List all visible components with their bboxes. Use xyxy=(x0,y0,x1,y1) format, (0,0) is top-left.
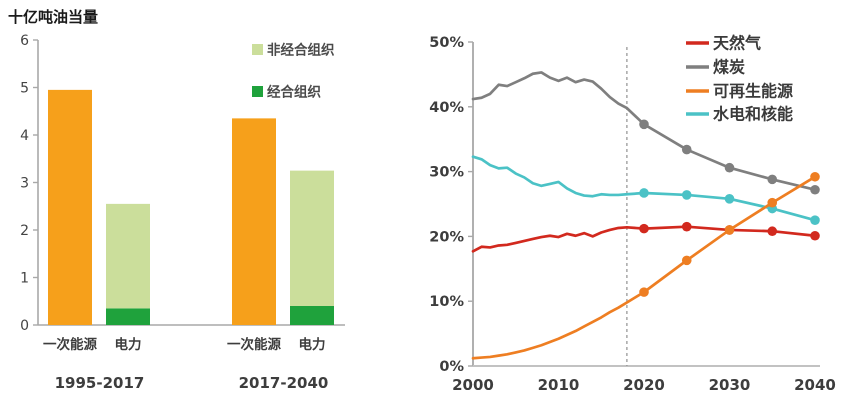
y-axis-tick-label: 5 xyxy=(20,81,29,97)
y-axis-tick-label: 20% xyxy=(429,229,464,245)
legend-label-non-oecd: 非经合组织 xyxy=(267,42,335,59)
series-marker-natural-gas xyxy=(681,221,692,232)
bar-label: 一次能源 xyxy=(227,336,281,353)
bar-segment-non-oecd xyxy=(106,203,150,309)
y-axis-tick-label: 40% xyxy=(429,100,464,116)
x-axis-tick-label: 2000 xyxy=(452,376,494,394)
bar-segment-primary-energy xyxy=(232,118,276,325)
legend-label-natural-gas: 天然气 xyxy=(713,34,761,53)
y-axis-tick-label: 0% xyxy=(439,359,464,375)
bar-label: 电力 xyxy=(115,336,142,353)
series-marker-natural-gas xyxy=(767,226,778,237)
series-marker-renewables xyxy=(767,197,778,208)
series-marker-natural-gas xyxy=(639,223,649,234)
legend-label-coal: 煤炭 xyxy=(713,58,745,77)
series-line-natural-gas xyxy=(471,225,817,253)
bar-label: 一次能源 xyxy=(43,336,97,353)
series-marker-renewables xyxy=(810,171,820,182)
legend-swatch-non-oecd xyxy=(252,44,263,55)
x-axis-tick-label: 2010 xyxy=(538,376,580,394)
series-marker-hydro-nuclear xyxy=(724,194,735,204)
series-marker-coal xyxy=(639,119,649,130)
legend-label-renewables: 可再生能源 xyxy=(713,82,793,101)
series-marker-coal xyxy=(810,184,820,195)
series-marker-hydro-nuclear xyxy=(639,188,649,198)
y-axis-tick-label: 2 xyxy=(20,223,29,239)
legend-label-oecd: 经合组织 xyxy=(267,84,321,101)
series-marker-coal xyxy=(724,162,735,173)
series-marker-renewables xyxy=(681,255,692,266)
line-chart: 0% 10% 20% 30% 40% 50% 2000 2010 2020 2030 2040 天然气… xyxy=(429,34,836,395)
series-marker-coal xyxy=(767,174,778,185)
y-axis-tick-label: 10% xyxy=(429,294,464,310)
bar-chart-title: 十亿吨油当量 xyxy=(8,8,99,26)
y-axis-tick-label: 4 xyxy=(20,128,29,144)
bar-label: 电力 xyxy=(299,336,326,353)
bar-segment-oecd xyxy=(290,306,334,325)
bar-chart: 0 1 2 3 4 5 6 一次能源 电力 1995-2017 一次能源 电力 2017-2040 非经合… xyxy=(20,33,345,392)
x-axis-tick-label: 2020 xyxy=(623,376,665,394)
y-axis-tick-label: 0 xyxy=(20,318,29,334)
x-axis-tick-label: 2030 xyxy=(709,376,751,394)
group-label: 2017-2040 xyxy=(239,374,329,392)
series-marker-natural-gas xyxy=(810,230,820,241)
bar-segment-oecd xyxy=(106,308,150,325)
series-marker-hydro-nuclear xyxy=(810,215,820,225)
legend-swatch-oecd xyxy=(252,86,263,97)
y-axis-tick-label: 30% xyxy=(429,165,464,181)
x-axis-tick-label: 2040 xyxy=(794,376,836,394)
series-marker-coal xyxy=(681,144,692,155)
series-marker-renewables xyxy=(724,225,735,235)
y-axis-tick-label: 6 xyxy=(20,33,29,49)
bar-segment-primary-energy xyxy=(48,89,92,325)
legend-label-hydro-nuclear: 水电和核能 xyxy=(713,105,793,124)
series-line-hydro-nuclear xyxy=(471,155,817,222)
y-axis-tick-label: 3 xyxy=(20,176,29,192)
series-marker-renewables xyxy=(639,287,649,297)
bar-segment-non-oecd xyxy=(290,170,334,306)
group-label: 1995-2017 xyxy=(55,374,145,392)
series-line-renewables xyxy=(471,175,817,360)
y-axis-tick-label: 1 xyxy=(20,271,29,287)
series-marker-hydro-nuclear xyxy=(681,190,692,200)
series-line-coal xyxy=(471,71,817,192)
y-axis-tick-label: 50% xyxy=(429,35,464,51)
